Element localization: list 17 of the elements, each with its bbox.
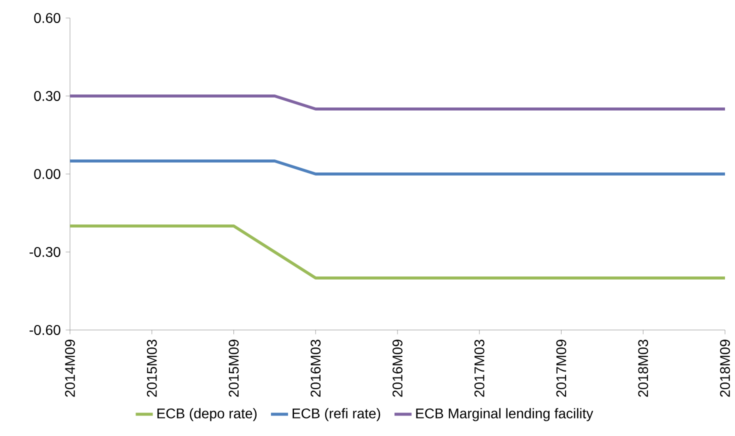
legend-label: ECB (refi rate) <box>292 408 380 422</box>
y-tick-label: 0.60 <box>34 13 60 23</box>
legend-label: ECB Marginal lending facility <box>416 408 594 422</box>
x-tick-label: 2014M09 <box>65 340 75 397</box>
y-tick-label: -0.30 <box>30 247 60 257</box>
x-tick-label: 2018M03 <box>638 340 648 397</box>
x-tick-label: 2015M03 <box>146 340 157 397</box>
x-tick-label: 2016M03 <box>310 340 321 397</box>
y-tick-label: 0.30 <box>34 91 60 101</box>
legend-label: ECB (depo rate) <box>157 408 257 422</box>
x-tick-label: 2017M09 <box>556 340 566 397</box>
x-tick-label: 2018M09 <box>720 340 730 397</box>
y-tick-label: 0.00 <box>34 169 60 179</box>
x-tick-label: 2017M03 <box>474 340 484 397</box>
y-tick-label: -0.60 <box>30 325 60 335</box>
x-tick-label: 2015M09 <box>228 340 239 397</box>
x-tick-label: 2016M09 <box>392 340 402 397</box>
